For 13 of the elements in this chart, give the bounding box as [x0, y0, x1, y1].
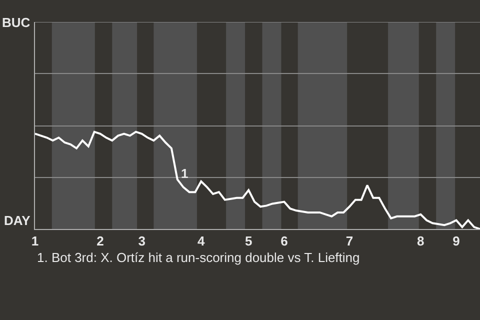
text: DAY [4, 213, 31, 228]
x-tick-label: 3 [138, 234, 146, 249]
x-tick-label: 6 [280, 234, 288, 249]
x-tick-label: 7 [346, 234, 354, 249]
annotation: 1 [181, 166, 188, 181]
text: BUC [2, 15, 31, 30]
x-tick-label: 1 [31, 234, 39, 249]
x-tick-label: 9 [452, 234, 460, 249]
text: 1. Bot 3rd: X. Ortíz hit a run-scoring double vs T. Liefting [37, 250, 360, 265]
x-tick-label: 2 [96, 234, 104, 249]
x-tick-label: 4 [198, 234, 206, 249]
x-tick-label: 8 [417, 234, 424, 249]
x-tick-label: 5 [244, 234, 252, 249]
